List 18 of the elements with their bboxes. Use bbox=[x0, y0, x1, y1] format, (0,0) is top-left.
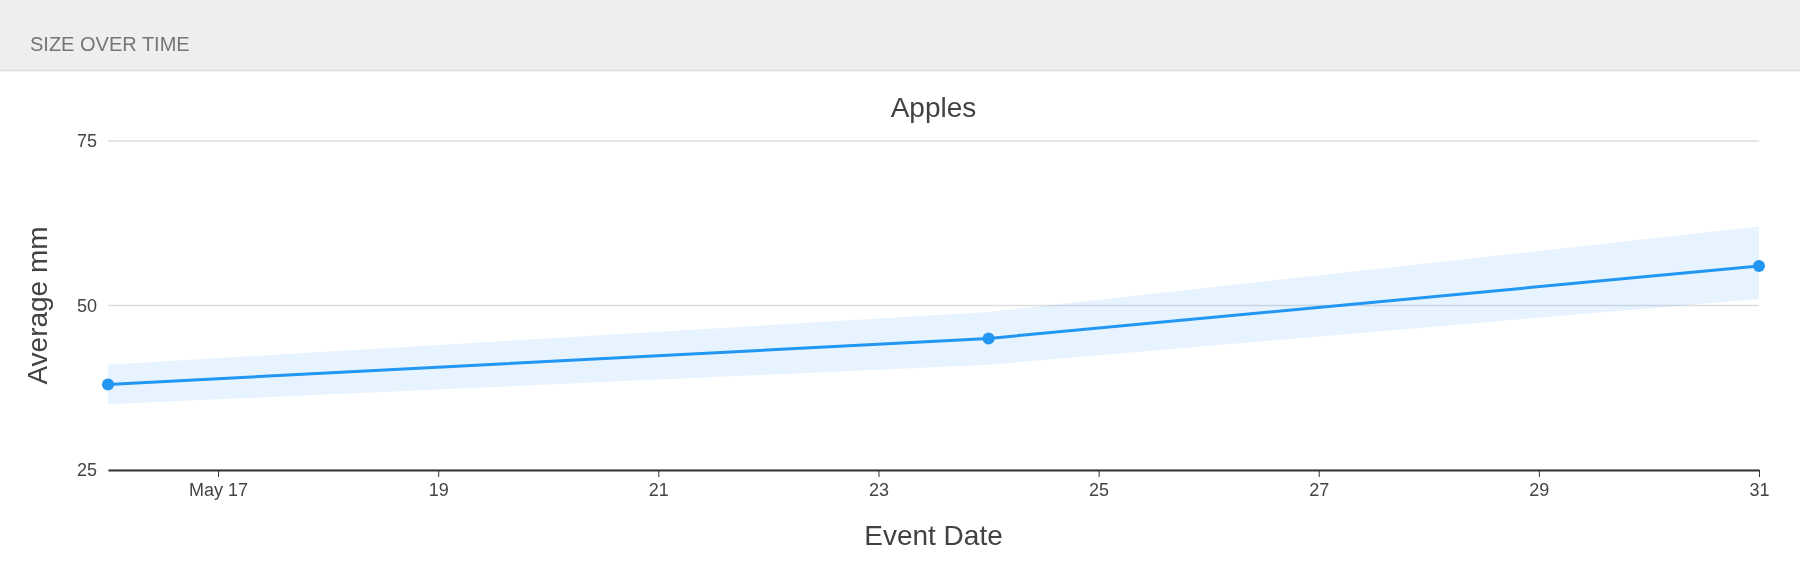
point bbox=[1753, 260, 1765, 273]
x-tick-label: 25 bbox=[1089, 479, 1110, 500]
y-tick-label: 75 bbox=[76, 131, 97, 152]
y-tick-label: 50 bbox=[76, 295, 97, 316]
chart-subtitle: Apples bbox=[890, 92, 977, 123]
x-tick-label: 23 bbox=[868, 479, 889, 500]
point bbox=[982, 332, 995, 345]
x-tick-label: 21 bbox=[648, 479, 669, 500]
x-axis-title: Event Date bbox=[864, 520, 1003, 551]
x-tick-label: 19 bbox=[428, 479, 449, 500]
chart-title: SIZE OVER TIME bbox=[30, 33, 190, 55]
x-tick-label: 27 bbox=[1309, 479, 1330, 500]
x-tick-label: 29 bbox=[1529, 479, 1550, 500]
x-tick-label: May 17 bbox=[189, 479, 249, 500]
y-axis-title: Average mm bbox=[22, 226, 53, 385]
point bbox=[102, 378, 114, 391]
y-tick-label: 25 bbox=[76, 460, 97, 481]
x-tick-label: 31 bbox=[1749, 479, 1770, 500]
